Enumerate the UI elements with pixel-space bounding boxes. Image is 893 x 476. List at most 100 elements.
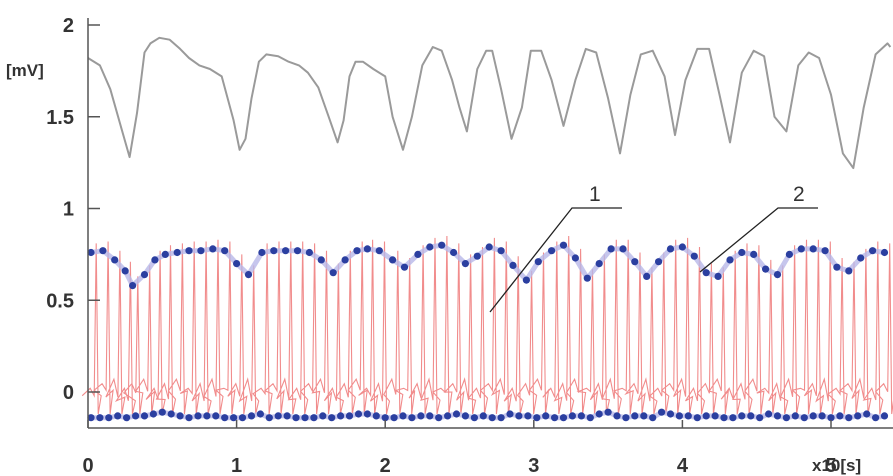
- peak-marker: [414, 250, 422, 258]
- peak-marker: [631, 258, 639, 266]
- baseline-marker: [863, 410, 871, 418]
- peak-marker: [140, 271, 149, 279]
- baseline-marker: [800, 414, 808, 422]
- upper-trace-group: [87, 36, 892, 170]
- peak-marker: [293, 247, 302, 255]
- baseline-marker: [845, 414, 853, 422]
- peak-marker: [809, 245, 817, 253]
- baseline-marker: [354, 410, 363, 418]
- peak-marker: [690, 252, 698, 260]
- peak-marker: [185, 247, 193, 255]
- peak-markers-group: [87, 241, 889, 422]
- peak-marker: [797, 245, 805, 253]
- annotation-1-label: 1: [589, 183, 601, 206]
- baseline-marker: [640, 412, 648, 420]
- peak-marker: [857, 254, 865, 262]
- baseline-marker: [542, 412, 550, 420]
- baseline-marker: [221, 414, 229, 422]
- baseline-marker: [515, 412, 523, 420]
- peak-marker: [173, 248, 181, 257]
- baseline-marker: [791, 412, 799, 420]
- y-tick-label: 0: [63, 382, 74, 404]
- y-tick-label: 2: [63, 15, 74, 37]
- baseline-marker: [238, 414, 247, 422]
- peak-marker: [389, 256, 397, 264]
- baseline-marker: [702, 412, 710, 420]
- peak-marker: [270, 247, 278, 255]
- peak-marker: [209, 245, 217, 253]
- peak-marker: [151, 256, 159, 264]
- baseline-marker: [577, 412, 586, 420]
- axes-group: [87, 18, 893, 429]
- y-tick-label: 1: [63, 199, 74, 221]
- peak-marker: [329, 269, 337, 277]
- peak-marker: [129, 282, 137, 290]
- peak-marker: [111, 256, 119, 264]
- peak-marker: [571, 254, 580, 262]
- baseline-marker: [488, 414, 496, 422]
- peak-marker: [341, 256, 349, 264]
- peak-marker-line: [90, 242, 885, 289]
- baseline-marker: [435, 414, 443, 422]
- baseline-marker: [176, 412, 184, 420]
- baseline-marker: [363, 410, 371, 418]
- baseline-marker: [720, 414, 728, 422]
- peak-marker: [785, 250, 794, 258]
- peak-marker: [258, 248, 266, 257]
- baseline-marker: [283, 412, 291, 420]
- baseline-marker: [872, 414, 880, 422]
- peak-marker: [833, 263, 841, 271]
- baseline-marker: [87, 414, 95, 422]
- peak-marker: [317, 256, 325, 264]
- ecg-trace-group: [81, 235, 893, 415]
- baseline-marker: [319, 412, 327, 420]
- baseline-marker: [328, 414, 336, 422]
- peak-marker: [509, 261, 517, 269]
- peak-marker: [450, 248, 458, 257]
- peak-marker: [121, 267, 129, 275]
- peak-marker: [363, 245, 371, 253]
- peak-marker: [845, 267, 853, 275]
- annotation-2: 2: [699, 183, 818, 273]
- peak-marker: [282, 247, 290, 255]
- baseline-marker: [310, 414, 318, 422]
- peak-marker: [726, 256, 734, 264]
- baseline-marker: [96, 414, 104, 422]
- baseline-marker: [818, 412, 826, 420]
- baseline-marker: [649, 414, 657, 422]
- baseline-marker: [533, 414, 541, 422]
- peak-marker: [655, 258, 663, 266]
- baseline-marker: [479, 412, 487, 420]
- baseline-marker: [426, 412, 434, 420]
- baseline-marker: [256, 410, 264, 418]
- baseline-marker: [301, 414, 309, 422]
- baseline-marker: [265, 414, 273, 422]
- baseline-marker: [729, 414, 737, 422]
- baseline-marker: [230, 414, 238, 422]
- peak-marker: [619, 245, 627, 253]
- upper-trace-line: [87, 36, 892, 170]
- baseline-marker: [622, 414, 630, 422]
- baseline-marker: [399, 412, 407, 420]
- baseline-marker: [631, 412, 639, 420]
- baseline-marker: [337, 412, 345, 420]
- peak-marker: [869, 247, 877, 255]
- peak-marker: [666, 245, 675, 253]
- peak-marker: [773, 271, 782, 279]
- peak-marker: [534, 258, 542, 266]
- peak-marker: [750, 250, 758, 258]
- baseline-marker: [559, 414, 568, 422]
- baseline-marker: [782, 414, 791, 422]
- baseline-marker: [470, 414, 478, 422]
- baseline-marker: [595, 410, 603, 418]
- peak-marker: [738, 248, 746, 257]
- baseline-marker: [292, 414, 300, 422]
- peak-marker: [87, 248, 95, 257]
- annotation-1: 1: [489, 183, 622, 313]
- peak-marker: [497, 247, 505, 255]
- x-tick-label: 2: [380, 455, 391, 476]
- baseline-marker: [105, 414, 113, 422]
- baseline-marker: [809, 412, 817, 420]
- peak-marker: [678, 243, 687, 251]
